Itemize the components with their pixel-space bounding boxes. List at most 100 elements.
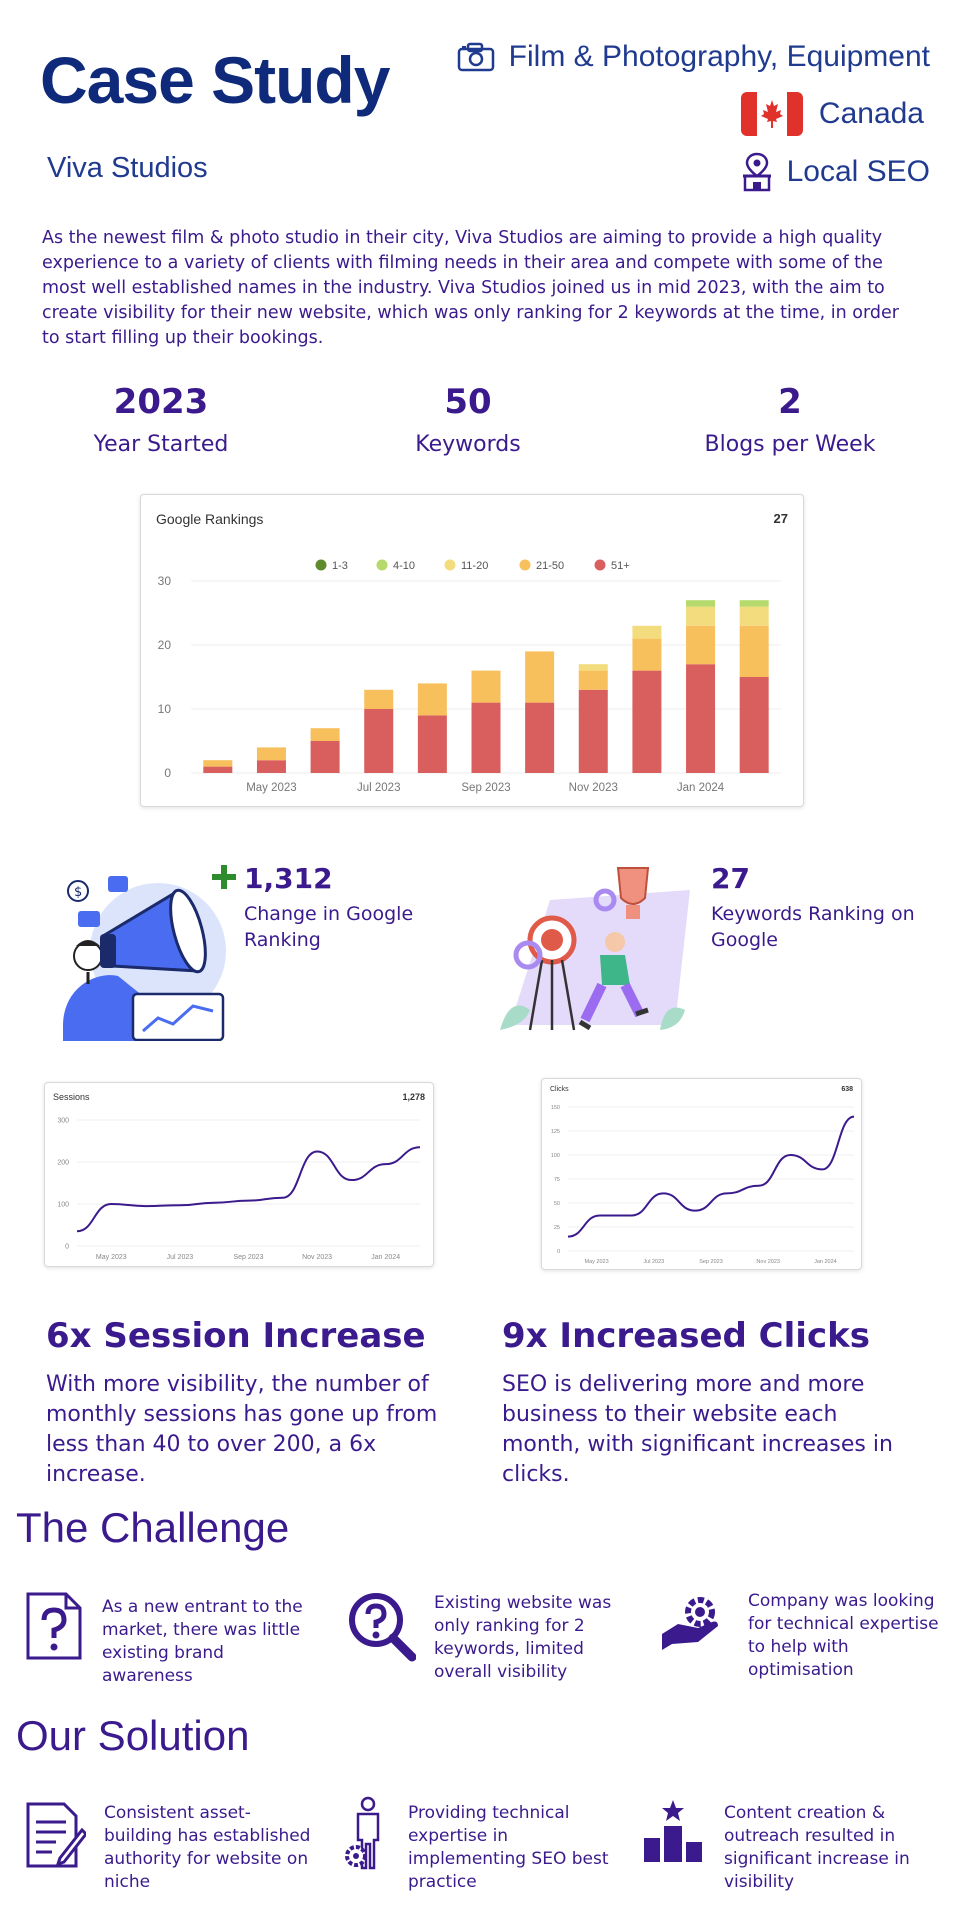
legend-label: 4-10	[393, 560, 415, 572]
service-row: Local SEO	[741, 152, 930, 192]
google-rankings-card: Google Rankings 27 0 10 20 30 1-3 4-10 11-20 21…	[140, 494, 804, 807]
legend-swatch	[376, 559, 388, 571]
legend-swatch	[594, 559, 606, 571]
client-name: Viva Studios	[47, 152, 208, 184]
camera-icon	[457, 42, 495, 72]
bar-segment	[417, 715, 447, 773]
y-tick-label: 100	[551, 1153, 560, 1159]
bar-segment	[578, 670, 608, 690]
bar-segment	[686, 606, 716, 626]
service-label: Local SEO	[786, 155, 930, 188]
bar-segment	[578, 689, 608, 773]
challenge-item: Company was looking for technical expert…	[660, 1591, 950, 1682]
bar-segment	[632, 638, 662, 671]
y-tick-label: 0	[164, 766, 171, 780]
x-tick-label: May 2023	[585, 1259, 609, 1265]
bar-segment	[578, 664, 608, 671]
y-tick-label: 150	[551, 1105, 560, 1111]
country-label: Canada	[818, 97, 924, 130]
chart-total: 1,278	[402, 1092, 425, 1102]
stat-keywords: 50 Keywords	[338, 382, 598, 457]
x-tick-label: Sep 2023	[461, 782, 510, 794]
trophy-target-illustration	[490, 860, 695, 1040]
kpi-label: Change in Google Ranking	[244, 903, 414, 951]
challenge-text: As a new entrant to the market, there wa…	[102, 1597, 303, 1686]
y-tick-label: 200	[57, 1159, 69, 1166]
clicks-card: Clicks 638 0 25 50 75 100 125 150 May 2023 Jul 2…	[541, 1078, 862, 1270]
stat-blogs: 2 Blogs per Week	[660, 382, 920, 457]
x-tick-label: May 2023	[246, 782, 297, 794]
chart-title: Google Rankings	[156, 511, 264, 527]
document-pen-icon	[24, 1800, 89, 1874]
bar-segment	[310, 741, 340, 773]
y-tick-label: 125	[551, 1129, 560, 1135]
stat-value: 2023	[113, 382, 209, 422]
industry-label: Film & Photography, Equipment	[508, 40, 930, 73]
stat-value: 2	[778, 382, 802, 422]
x-tick-label: Nov 2023	[756, 1259, 780, 1265]
x-tick-label: Nov 2023	[302, 1254, 332, 1261]
solution-text: Content creation & outreach resulted in …	[724, 1803, 910, 1892]
kpi-keywords-ranking: 27 Keywords Ranking on Google	[711, 862, 921, 953]
y-tick-label: 50	[554, 1201, 560, 1207]
y-tick-label: 0	[557, 1249, 560, 1255]
legend-swatch	[315, 559, 327, 571]
y-tick-label: 100	[57, 1201, 69, 1208]
industry-row: Film & Photography, Equipment	[457, 40, 930, 74]
y-tick-label: 20	[158, 638, 172, 652]
magnifier-question-icon	[346, 1590, 417, 1666]
bar-segment	[310, 728, 340, 741]
solution-text: Providing technical expertise in impleme…	[408, 1803, 609, 1892]
bar-segment	[471, 702, 501, 773]
plus-icon	[211, 864, 237, 894]
x-tick-label: Jul 2023	[643, 1259, 664, 1265]
bar-segment	[471, 670, 501, 703]
chart-total: 638	[841, 1086, 853, 1093]
highlight-title: 6x Session Increase	[46, 1316, 426, 1356]
bar-segment	[686, 600, 716, 607]
series-line	[76, 1146, 421, 1233]
bar-segment	[364, 689, 394, 709]
y-tick-label: 10	[158, 702, 172, 716]
megaphone-illustration: $	[58, 866, 228, 1042]
stat-year: 2023 Year Started	[31, 382, 291, 457]
x-tick-label: May 2023	[96, 1254, 127, 1261]
local-store-pin-icon	[741, 152, 773, 192]
country-row: Canada	[740, 92, 924, 136]
highlight-text: SEO is delivering more and more business…	[502, 1372, 893, 1487]
bar-segment	[525, 702, 555, 773]
legend-label: 51+	[611, 560, 630, 572]
chart-title: Clicks	[550, 1086, 569, 1093]
solution-text: Consistent asset-building has establishe…	[104, 1803, 311, 1892]
bar-segment	[739, 600, 769, 607]
rankings-chart: 0 10 20 30 1-3 4-10 11-20 21-50 51+ May 2023 Jul 2…	[158, 559, 781, 794]
bar-segment	[632, 625, 662, 639]
kpi-label: Keywords Ranking on Google	[711, 903, 915, 951]
hand-gear-icon	[660, 1592, 730, 1656]
y-tick-label: 25	[554, 1225, 560, 1231]
sessions-chart: 0 100 200 300 May 2023 Jul 2023 Sep 2023 Nov 20…	[57, 1117, 421, 1261]
bar-segment	[686, 625, 716, 665]
series-line	[567, 1115, 855, 1238]
kpi-value: 1,312	[244, 862, 333, 895]
legend-label: 1-3	[332, 560, 348, 572]
challenge-item: Existing website was only ranking for 2 …	[346, 1590, 646, 1684]
bar-segment	[525, 651, 555, 703]
bar-segment	[686, 664, 716, 773]
bar-segment	[256, 760, 286, 773]
challenge-heading: The Challenge	[16, 1504, 290, 1551]
stat-label: Blogs per Week	[704, 432, 876, 457]
stat-label: Year Started	[93, 432, 229, 457]
x-tick-label: Jan 2024	[371, 1254, 400, 1261]
bar-segment	[203, 766, 233, 773]
person-gear-icon	[344, 1796, 390, 1876]
bar-segment	[739, 677, 769, 773]
x-tick-label: Sep 2023	[234, 1254, 264, 1261]
x-tick-label: Jan 2024	[677, 782, 725, 794]
x-tick-label: Jul 2023	[167, 1254, 194, 1261]
challenge-text: Existing website was only ranking for 2 …	[434, 1593, 612, 1682]
clicks-chart: 0 25 50 75 100 125 150 May 2023 Jul 2023 Sep 2023…	[551, 1105, 855, 1265]
stat-label: Keywords	[415, 432, 521, 457]
bar-segment	[632, 670, 662, 773]
solution-item: Content creation & outreach resulted in …	[640, 1798, 950, 1894]
